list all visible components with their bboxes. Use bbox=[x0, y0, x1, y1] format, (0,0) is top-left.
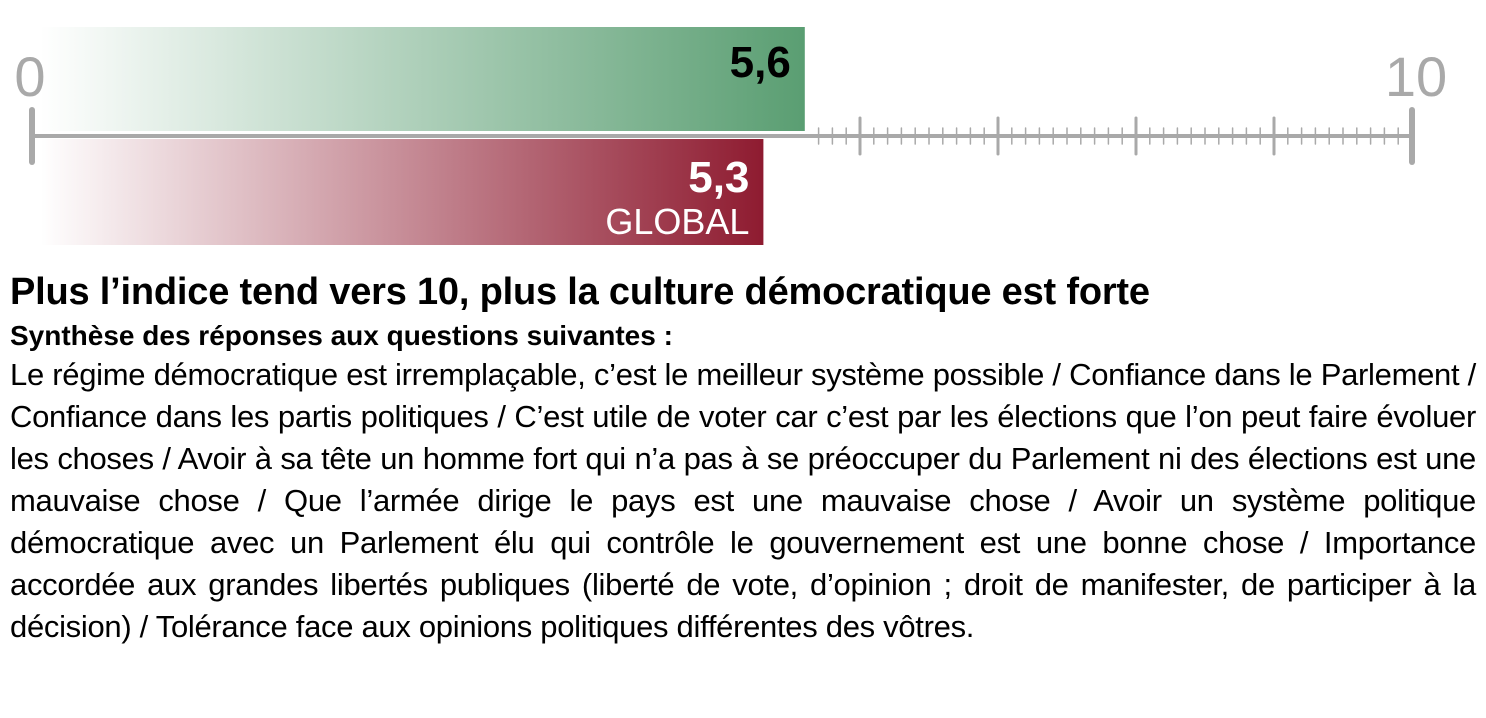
axis-end-label: 10 bbox=[1385, 45, 1447, 108]
bar-country-value-label: 5,6 bbox=[730, 38, 791, 87]
bar-global-sublabel: GLOBAL bbox=[605, 201, 749, 242]
caption-body: Le régime démocratique est irremplaçable… bbox=[10, 357, 1476, 644]
bar-global-value-label: 5,3 bbox=[688, 153, 749, 202]
caption-headline: Plus l’indice tend vers 10, plus la cult… bbox=[10, 271, 1150, 313]
axis bbox=[29, 107, 1415, 165]
bar-country bbox=[40, 27, 805, 131]
caption-subhead: Synthèse des réponses aux questions suiv… bbox=[10, 320, 673, 351]
bar-global bbox=[40, 139, 764, 245]
index-chart: 0 10 5,6 5,3 GLOBAL bbox=[14, 27, 1447, 245]
caption: Plus l’indice tend vers 10, plus la cult… bbox=[10, 268, 1476, 648]
axis-start-label: 0 bbox=[14, 45, 45, 108]
